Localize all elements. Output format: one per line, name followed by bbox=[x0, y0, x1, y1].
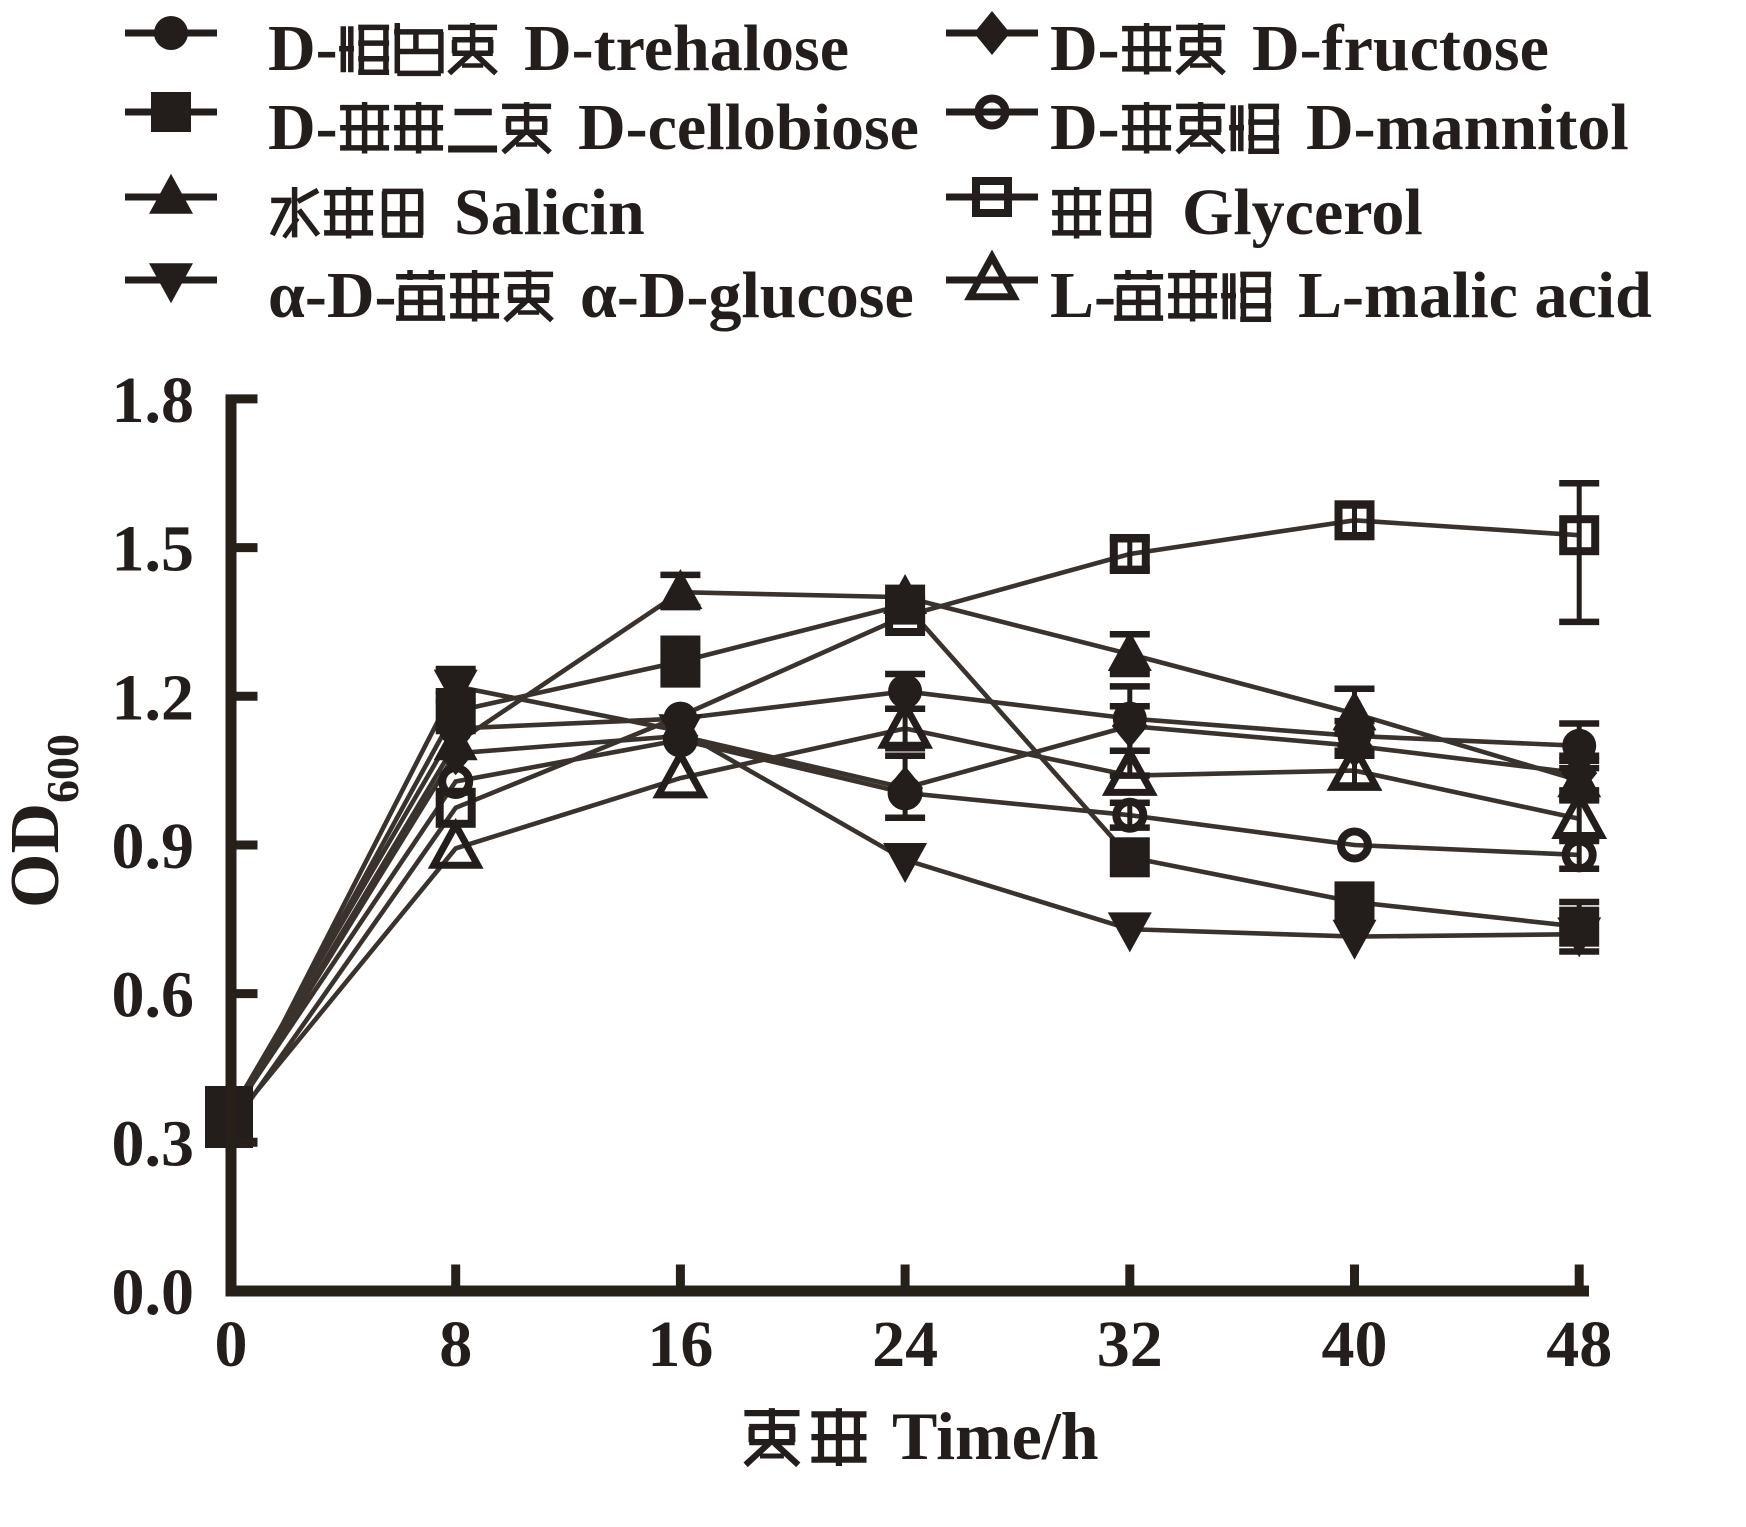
svg-text:Glycerol: Glycerol bbox=[1182, 176, 1423, 249]
svg-text:D-: D- bbox=[1050, 12, 1120, 85]
svg-text:α-D-: α-D- bbox=[268, 259, 396, 332]
svg-text:D-fructose: D-fructose bbox=[1252, 12, 1549, 85]
svg-text:L-: L- bbox=[1050, 259, 1116, 332]
svg-text:0.0: 0.0 bbox=[112, 1256, 195, 1329]
svg-text:D-: D- bbox=[1050, 91, 1120, 164]
svg-text:0: 0 bbox=[215, 1308, 248, 1381]
svg-text:D-cellobiose: D-cellobiose bbox=[578, 91, 919, 164]
svg-text:1.2: 1.2 bbox=[112, 661, 195, 734]
svg-text:D-: D- bbox=[268, 12, 338, 85]
svg-text:Time/h: Time/h bbox=[892, 1398, 1099, 1474]
svg-text:α-D-glucose: α-D-glucose bbox=[580, 259, 914, 332]
svg-text:0.9: 0.9 bbox=[112, 810, 195, 883]
svg-text:L-malic acid: L-malic acid bbox=[1298, 259, 1652, 332]
svg-text:32: 32 bbox=[1097, 1308, 1163, 1381]
svg-text:48: 48 bbox=[1546, 1308, 1612, 1381]
svg-text:1.5: 1.5 bbox=[112, 513, 195, 586]
svg-text:16: 16 bbox=[647, 1308, 713, 1381]
svg-text:Salicin: Salicin bbox=[454, 176, 645, 249]
svg-text:D-trehalose: D-trehalose bbox=[524, 12, 849, 85]
svg-text:1.8: 1.8 bbox=[112, 364, 195, 437]
svg-text:24: 24 bbox=[872, 1308, 938, 1381]
svg-text:40: 40 bbox=[1322, 1308, 1388, 1381]
svg-text:D-mannitol: D-mannitol bbox=[1306, 91, 1629, 164]
svg-text:0.3: 0.3 bbox=[112, 1107, 195, 1180]
svg-text:0.6: 0.6 bbox=[112, 959, 195, 1032]
svg-text:8: 8 bbox=[439, 1308, 472, 1381]
svg-text:D-: D- bbox=[268, 91, 338, 164]
